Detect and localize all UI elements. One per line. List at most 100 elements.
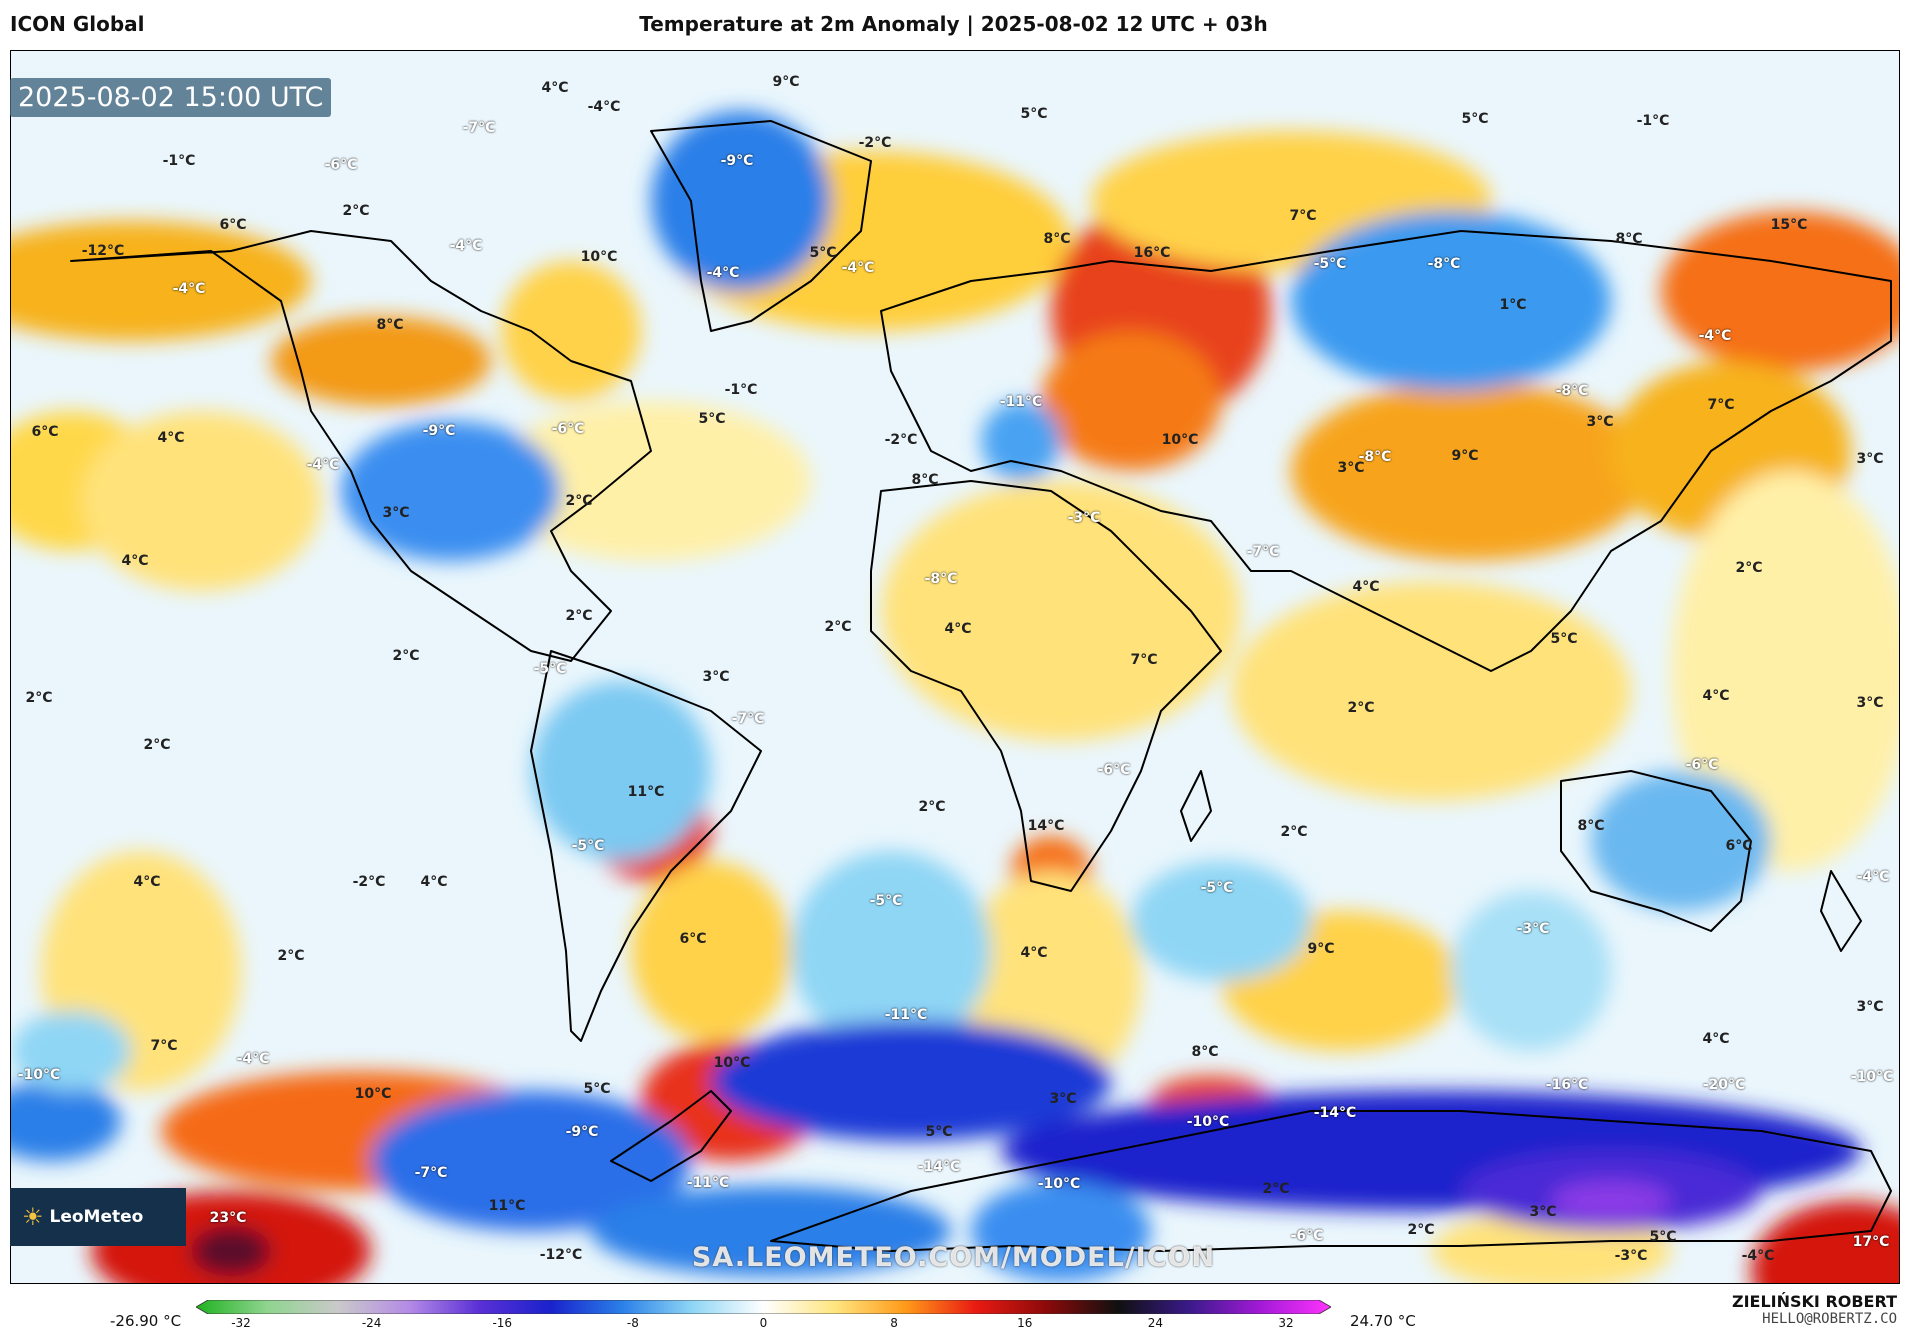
anomaly-value-label: -4°C [587,99,621,115]
anomaly-value-label: -1°C [1636,113,1670,129]
anomaly-value-label: 4°C [133,874,161,890]
anomaly-value-label: 2°C [1262,1181,1290,1197]
anomaly-value-label: -1°C [162,153,196,169]
colorbar-max-label: 24.70 °C [1350,1312,1416,1330]
page-title: Temperature at 2m Anomaly | 2025-08-02 1… [639,12,1268,36]
anomaly-value-label: 6°C [219,217,247,233]
anomaly-value-label: -14°C [917,1159,961,1175]
anomaly-value-label: -10°C [1186,1114,1230,1130]
anomaly-value-label: -7°C [731,711,765,727]
anomaly-value-label: -4°C [1698,328,1732,344]
anomaly-value-label: -6°C [1097,762,1131,778]
anomaly-value-label: 5°C [583,1081,611,1097]
anomaly-value-label: -5°C [1313,256,1347,272]
anomaly-value-label: 11°C [488,1198,526,1214]
anomaly-value-label: -6°C [1290,1228,1324,1244]
anomaly-value-label: 9°C [1307,941,1335,957]
author-email[interactable]: HELLO@ROBERTZ.CO [1762,1311,1897,1327]
anomaly-value-label: 4°C [121,553,149,569]
anomaly-value-label: -5°C [1200,880,1234,896]
brand-logo[interactable]: ☀ LeoMeteo [10,1188,186,1246]
anomaly-value-label: -4°C [841,260,875,276]
colorbar-tick: 0 [759,1316,768,1330]
sun-logo-icon: ☀ [22,1203,44,1231]
anomaly-value-label: 7°C [1130,652,1158,668]
anomaly-value-label: -9°C [422,423,456,439]
anomaly-value-label: 5°C [1649,1229,1677,1245]
anomaly-value-label: 7°C [1707,397,1735,413]
anomaly-value-label: -8°C [1358,449,1392,465]
anomaly-value-label: -7°C [462,120,496,136]
anomaly-value-label: 3°C [1856,999,1884,1015]
anomaly-value-label: 2°C [1735,560,1763,576]
anomaly-value-label: 14°C [1027,818,1065,834]
anomaly-value-label: -2°C [884,432,918,448]
anomaly-value-label: 15°C [1770,217,1808,233]
anomaly-value-label: 17°C [1852,1234,1890,1250]
anomaly-value-label: 3°C [1586,414,1614,430]
colorbar-tick: -24 [361,1316,382,1330]
anomaly-value-label: -4°C [449,238,483,254]
anomaly-value-label: 2°C [918,799,946,815]
anomaly-value-label: 3°C [1337,460,1365,476]
anomaly-value-label: 4°C [944,621,972,637]
anomaly-value-label: 2°C [1280,824,1308,840]
anomaly-value-label: 4°C [157,430,185,446]
anomaly-value-label: -12°C [81,243,125,259]
colorbar-ticks: -32 -24 -16 -8 0 8 16 24 32 [196,1316,1331,1336]
anomaly-value-label: 3°C [1529,1204,1557,1220]
anomaly-value-label: 5°C [1461,111,1489,127]
anomaly-value-label: 9°C [1451,448,1479,464]
anomaly-value-label: -10°C [1850,1069,1894,1085]
anomaly-value-label: -8°C [1427,256,1461,272]
anomaly-value-label: 3°C [1856,695,1884,711]
anomaly-value-label: 2°C [1347,700,1375,716]
anomaly-value-label: -2°C [352,874,386,890]
anomaly-value-label: 4°C [1352,579,1380,595]
anomaly-value-label: -11°C [999,394,1043,410]
anomaly-value-label: 7°C [150,1038,178,1054]
anomaly-value-label: 2°C [25,690,53,706]
anomaly-value-label: -1°C [724,382,758,398]
anomaly-value-label: -7°C [414,1165,448,1181]
anomaly-value-label: -5°C [571,838,605,854]
anomaly-value-label: 11°C [627,784,665,800]
colorbar-tick: -8 [626,1316,639,1330]
anomaly-value-label: -5°C [533,661,567,677]
anomaly-value-label: -4°C [236,1051,270,1067]
anomaly-value-label: 2°C [342,203,370,219]
colorbar-tick: 32 [1278,1316,1294,1330]
anomaly-value-label: 23°C [209,1210,247,1226]
anomaly-value-label: 2°C [824,619,852,635]
anomaly-value-label: -10°C [17,1067,61,1083]
colorbar [196,1300,1331,1314]
anomaly-value-label: -20°C [1702,1077,1746,1093]
anomaly-value-label: -11°C [884,1007,928,1023]
anomaly-value-label: 6°C [679,931,707,947]
author-name: ZIELIŃSKI ROBERT [1731,1292,1897,1311]
anomaly-value-label: -10°C [1037,1176,1081,1192]
anomaly-value-label: -6°C [1685,757,1719,773]
colorbar-tick: -32 [231,1316,251,1330]
anomaly-value-label: -4°C [1856,869,1890,885]
anomaly-value-label: 2°C [143,737,171,753]
anomaly-value-label: 4°C [420,874,448,890]
anomaly-value-label: 10°C [580,249,618,265]
anomaly-value-label: -9°C [720,153,754,169]
brand-name: LeoMeteo [49,1207,144,1227]
anomaly-value-label: 6°C [1725,838,1753,854]
anomaly-value-label: 10°C [354,1086,392,1102]
anomaly-value-label: 3°C [1049,1091,1077,1107]
anomaly-value-label: 8°C [1191,1044,1219,1060]
anomaly-value-label: 5°C [698,411,726,427]
anomaly-value-label: -3°C [1067,510,1101,526]
anomaly-value-label: 6°C [31,424,59,440]
author-credit: ZIELIŃSKI ROBERT HELLO@ROBERTZ.CO [1732,1292,1897,1327]
anomaly-value-label: 2°C [565,493,593,509]
model-name: ICON Global [10,12,145,36]
anomaly-value-label: 10°C [1161,432,1199,448]
anomaly-value-label: 4°C [541,80,569,96]
anomaly-value-label: 8°C [911,472,939,488]
anomaly-value-label: 3°C [702,669,730,685]
anomaly-map[interactable]: -7°C 4°C -4°C 9°C -9°C -2°C -1°C -6°C 2°C 6°C -12°… [10,50,1900,1284]
